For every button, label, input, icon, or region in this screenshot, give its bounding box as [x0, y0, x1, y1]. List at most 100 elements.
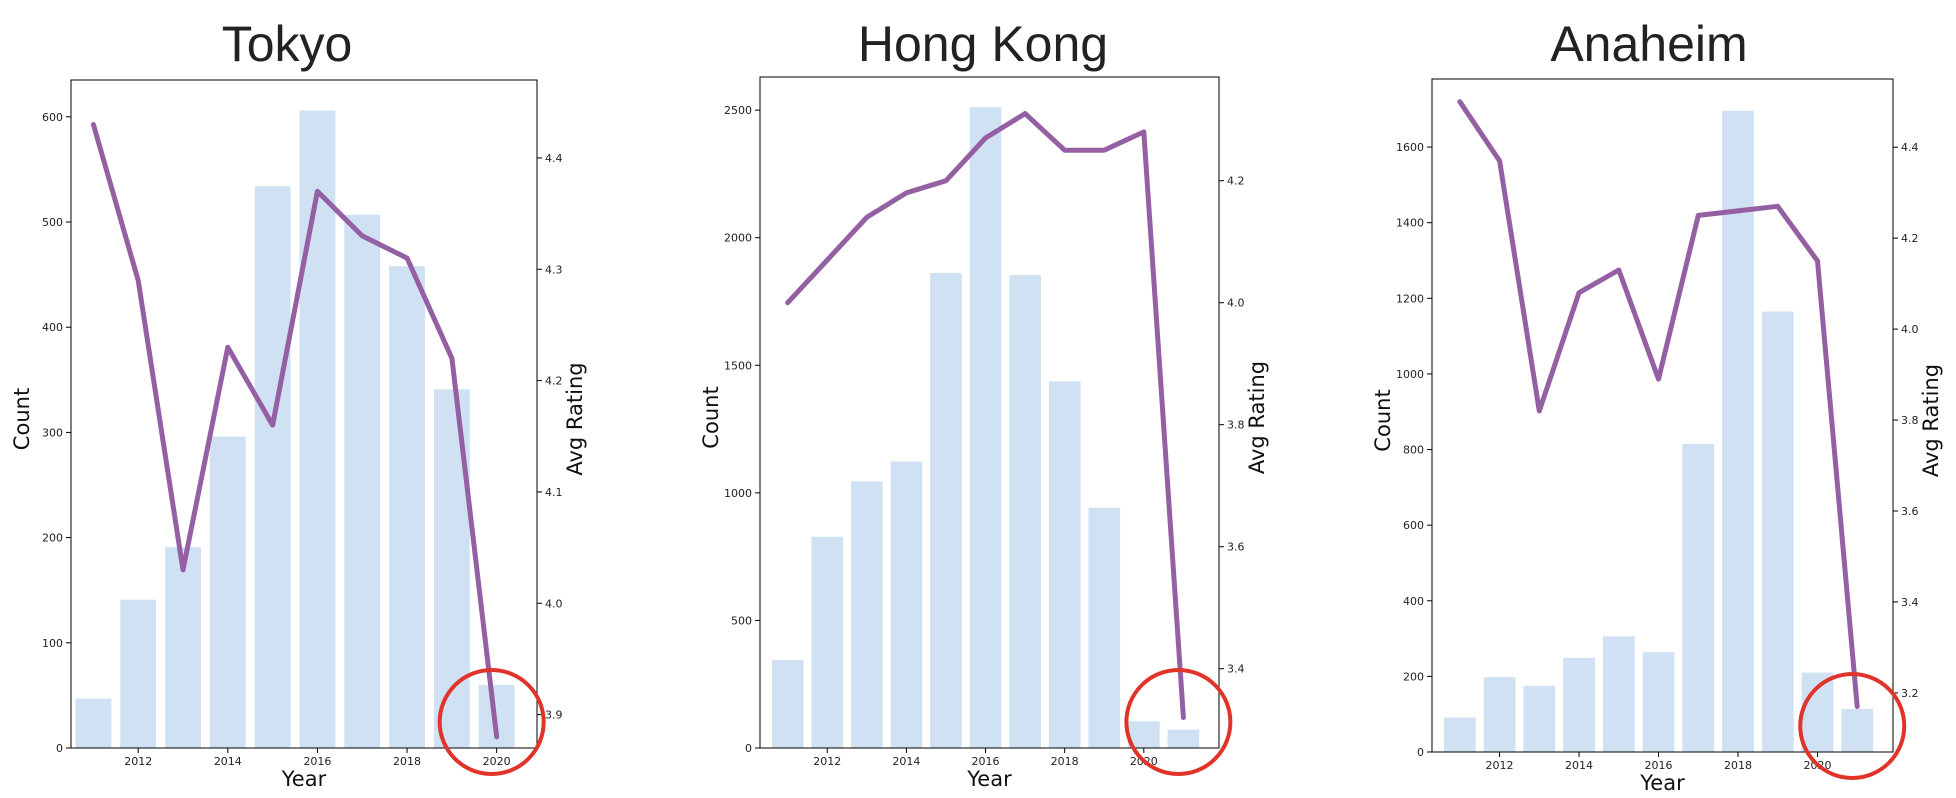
y-tick-label: 1600 — [1396, 141, 1424, 154]
y-tick-label: 200 — [42, 532, 63, 545]
bar-2011 — [771, 659, 804, 748]
bar-2017 — [1009, 274, 1041, 748]
y2-tick-label: 4.4 — [545, 152, 563, 165]
chart-title: Hong Kong — [858, 16, 1108, 72]
plot-frame — [759, 76, 1220, 749]
y-tick-label: 0 — [56, 742, 63, 755]
bar-2013 — [1523, 685, 1556, 752]
y2-tick-label: 3.6 — [1901, 505, 1919, 518]
x-tick-label: 2012 — [1486, 759, 1514, 772]
x-tick-label: 2016 — [972, 755, 1000, 768]
y-axis-label: Count — [10, 388, 34, 450]
bar-2013 — [851, 481, 883, 748]
y2-tick-label: 3.4 — [1901, 596, 1919, 609]
bar-2018 — [389, 266, 425, 748]
y2-tick-label: 3.2 — [1901, 687, 1919, 700]
bar-2020 — [1801, 672, 1834, 752]
bar-2013 — [165, 547, 201, 748]
y-tick-label: 2000 — [724, 232, 752, 245]
y-tick-label: 500 — [42, 216, 63, 229]
bar-2021 — [1167, 729, 1200, 748]
y-tick-label: 800 — [1403, 444, 1424, 457]
x-axis-label: Year — [281, 767, 327, 791]
bar-2017 — [1682, 443, 1715, 752]
y2-tick-label: 3.9 — [545, 709, 563, 722]
x-tick-label: 2016 — [1645, 759, 1673, 772]
avg-rating-line — [1457, 99, 1860, 709]
y-tick-label: 100 — [42, 637, 63, 650]
avg-rating-line — [90, 122, 500, 740]
bar-2015 — [1602, 636, 1635, 752]
y-tick-label: 200 — [1403, 670, 1424, 683]
y-tick-label: 2500 — [724, 104, 752, 117]
highlight-circle — [1124, 668, 1233, 776]
y-axis-label: Count — [1371, 389, 1395, 451]
bar-2016 — [1642, 652, 1675, 752]
x-axis-label: Year — [1639, 771, 1685, 795]
hong-kong-panel: Hong Kong 0 500 1000 1500 2000 2500 3.4 3.6 3.8 4.… — [699, 16, 1269, 791]
y-tick-label: 400 — [1403, 595, 1424, 608]
x-tick-label: 2018 — [1724, 759, 1752, 772]
y-tick-label: 500 — [731, 614, 752, 627]
tokyo-panel: Tokyo 0 100 200 300 400 500 600 3.9 4.0 4.1 4.2 4.3 4… — [10, 16, 587, 791]
y-tick-label: 1000 — [1396, 368, 1424, 381]
bar-2012 — [811, 536, 844, 748]
bar-2018 — [1722, 110, 1754, 753]
y-tick-label: 300 — [42, 426, 63, 439]
y2-tick-label: 4.1 — [545, 486, 563, 499]
plot-frame — [70, 79, 538, 749]
x-tick-label: 2012 — [813, 755, 841, 768]
y2-tick-label: 4.3 — [545, 263, 563, 276]
bar-2020 — [1127, 721, 1160, 748]
plot-frame — [1431, 78, 1894, 753]
x-tick-label: 2012 — [124, 755, 152, 768]
anaheim-panel: Anaheim 0 200 400 600 800 1000 1200 1400 1600 3.2 3… — [1371, 16, 1943, 795]
bar-2014 — [1563, 657, 1595, 752]
bar-2014 — [209, 436, 246, 748]
y2-tick-label: 4.2 — [1227, 175, 1245, 188]
x-tick-label: 2020 — [483, 755, 511, 768]
y2-axis-label: Avg Rating — [1919, 364, 1943, 477]
bar-2019 — [1761, 311, 1794, 752]
y-tick-label: 0 — [1417, 746, 1424, 759]
y2-tick-label: 4.2 — [1901, 232, 1919, 245]
bar-2017 — [344, 214, 381, 748]
y2-tick-label: 3.8 — [1901, 414, 1919, 427]
bar-2016 — [969, 107, 1002, 748]
chart-title: Anaheim — [1550, 16, 1747, 72]
bar-2015 — [930, 272, 962, 748]
bar-2012 — [120, 599, 157, 748]
bar-2016 — [299, 110, 336, 749]
y2-axis-label: Avg Rating — [563, 362, 587, 475]
y-tick-label: 400 — [42, 321, 63, 334]
bar-2014 — [890, 461, 923, 748]
x-tick-label: 2014 — [214, 755, 242, 768]
y-tick-label: 600 — [1403, 519, 1424, 532]
highlight-circle — [437, 668, 546, 776]
bar-2015 — [254, 186, 291, 748]
y-tick-label: 1200 — [1396, 292, 1424, 305]
x-tick-label: 2018 — [1051, 755, 1079, 768]
y2-tick-label: 3.4 — [1227, 663, 1245, 676]
x-tick-label: 2016 — [303, 755, 331, 768]
x-tick-label: 2018 — [393, 755, 421, 768]
y-axis-label: Count — [699, 386, 723, 448]
bar-2011 — [75, 698, 112, 748]
bar-2011 — [1443, 717, 1476, 752]
y-tick-label: 1400 — [1396, 217, 1424, 230]
y2-tick-label: 3.8 — [1227, 419, 1245, 432]
highlight-circle — [1798, 672, 1907, 780]
y2-tick-label: 4.0 — [1901, 323, 1919, 336]
y-tick-label: 0 — [745, 742, 752, 755]
y2-tick-label: 3.6 — [1227, 541, 1245, 554]
bar-2019 — [1088, 507, 1121, 748]
y2-tick-label: 4.0 — [1227, 297, 1245, 310]
x-axis-label: Year — [966, 767, 1012, 791]
bar-2021 — [1841, 708, 1874, 752]
y-tick-label: 1000 — [724, 487, 752, 500]
y2-tick-label: 4.2 — [545, 375, 563, 388]
bar-2018 — [1048, 381, 1081, 748]
bar-2012 — [1483, 677, 1516, 752]
x-tick-label: 2014 — [892, 755, 920, 768]
y2-tick-label: 4.0 — [545, 597, 563, 610]
